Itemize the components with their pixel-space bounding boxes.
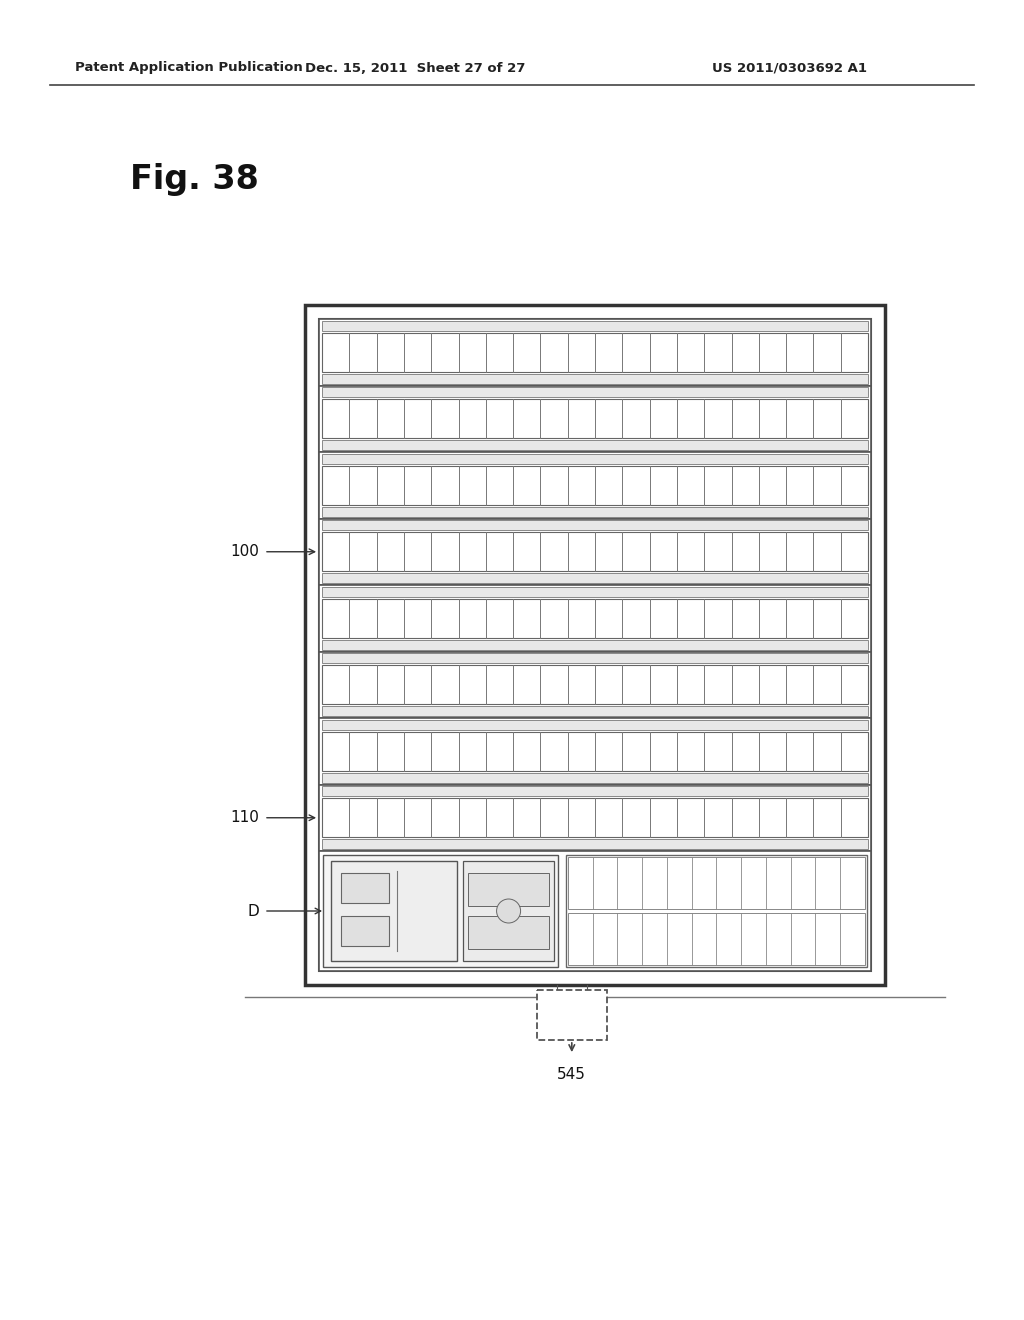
Bar xyxy=(322,400,868,438)
Text: Patent Application Publication: Patent Application Publication xyxy=(75,62,303,74)
Bar xyxy=(322,532,868,572)
Bar xyxy=(319,519,871,585)
Bar xyxy=(322,454,868,463)
Bar xyxy=(322,799,868,837)
Bar xyxy=(341,873,389,903)
Bar xyxy=(322,466,868,504)
Bar xyxy=(537,990,607,1040)
Bar xyxy=(568,857,865,909)
Bar xyxy=(319,585,871,652)
Bar xyxy=(319,652,871,718)
Bar xyxy=(322,653,868,664)
Bar xyxy=(468,873,549,906)
Bar xyxy=(322,573,868,583)
Bar xyxy=(322,772,868,783)
Bar xyxy=(305,305,885,985)
Bar xyxy=(566,855,867,968)
Bar xyxy=(322,507,868,516)
Bar xyxy=(331,861,458,961)
Bar xyxy=(322,639,868,649)
Bar xyxy=(322,840,868,849)
Bar xyxy=(322,733,868,771)
Bar xyxy=(322,706,868,715)
Bar xyxy=(323,855,558,968)
Bar xyxy=(319,718,871,784)
Bar xyxy=(568,913,865,965)
Circle shape xyxy=(497,899,520,923)
Bar xyxy=(322,440,868,450)
Bar xyxy=(322,665,868,704)
Bar xyxy=(322,587,868,597)
Text: D: D xyxy=(247,903,259,919)
Bar xyxy=(322,333,868,371)
Bar xyxy=(319,451,871,519)
Text: US 2011/0303692 A1: US 2011/0303692 A1 xyxy=(713,62,867,74)
Bar xyxy=(319,851,871,972)
Bar xyxy=(319,319,871,972)
Bar xyxy=(319,784,871,851)
Bar xyxy=(322,599,868,638)
Bar xyxy=(322,719,868,730)
Bar xyxy=(322,520,868,531)
Bar xyxy=(322,787,868,796)
Bar xyxy=(341,916,389,946)
Text: Fig. 38: Fig. 38 xyxy=(130,164,259,197)
Bar xyxy=(463,861,554,961)
Text: 545: 545 xyxy=(557,1067,586,1082)
Bar xyxy=(319,319,871,385)
Bar xyxy=(468,916,549,949)
Bar xyxy=(322,321,868,331)
Text: 100: 100 xyxy=(230,544,259,560)
Bar xyxy=(322,388,868,397)
Text: 110: 110 xyxy=(230,810,259,825)
Text: Dec. 15, 2011  Sheet 27 of 27: Dec. 15, 2011 Sheet 27 of 27 xyxy=(305,62,525,74)
Bar xyxy=(319,385,871,451)
Bar xyxy=(322,374,868,384)
